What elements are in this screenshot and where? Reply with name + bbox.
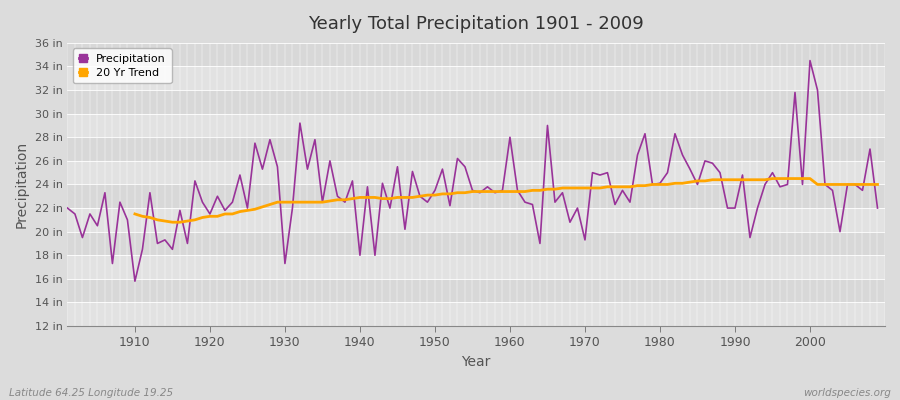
20 Yr Trend <box>872 182 883 187</box>
Precipitation <box>805 58 815 63</box>
Bar <box>68 43 885 66</box>
X-axis label: Year: Year <box>462 355 490 369</box>
20 Yr Trend <box>827 182 838 187</box>
Y-axis label: Precipitation: Precipitation <box>15 141 29 228</box>
20 Yr Trend <box>850 182 860 187</box>
Line: 20 Yr Trend: 20 Yr Trend <box>135 178 878 222</box>
Bar <box>68 90 885 114</box>
Precipitation <box>294 121 305 126</box>
Title: Yearly Total Precipitation 1901 - 2009: Yearly Total Precipitation 1901 - 2009 <box>309 15 644 33</box>
Bar <box>68 161 885 184</box>
Bar <box>68 184 885 208</box>
Bar <box>68 137 885 161</box>
20 Yr Trend <box>310 200 320 204</box>
Precipitation <box>505 135 516 140</box>
Precipitation <box>339 200 350 204</box>
Text: worldspecies.org: worldspecies.org <box>803 388 891 398</box>
20 Yr Trend <box>130 212 140 216</box>
20 Yr Trend <box>767 176 778 181</box>
20 Yr Trend <box>519 189 530 194</box>
Bar <box>68 279 885 302</box>
Bar <box>68 232 885 255</box>
Bar <box>68 302 885 326</box>
Precipitation <box>62 206 73 210</box>
Bar <box>68 255 885 279</box>
Text: Latitude 64.25 Longitude 19.25: Latitude 64.25 Longitude 19.25 <box>9 388 173 398</box>
Precipitation <box>602 170 613 175</box>
Precipitation <box>122 218 133 222</box>
Precipitation <box>512 188 523 193</box>
Precipitation <box>872 206 883 210</box>
Bar <box>68 114 885 137</box>
20 Yr Trend <box>167 220 178 225</box>
20 Yr Trend <box>580 186 590 190</box>
Legend: Precipitation, 20 Yr Trend: Precipitation, 20 Yr Trend <box>73 48 172 83</box>
Line: Precipitation: Precipitation <box>68 60 878 281</box>
Bar <box>68 66 885 90</box>
Precipitation <box>130 279 140 284</box>
20 Yr Trend <box>280 200 291 204</box>
Bar <box>68 208 885 232</box>
